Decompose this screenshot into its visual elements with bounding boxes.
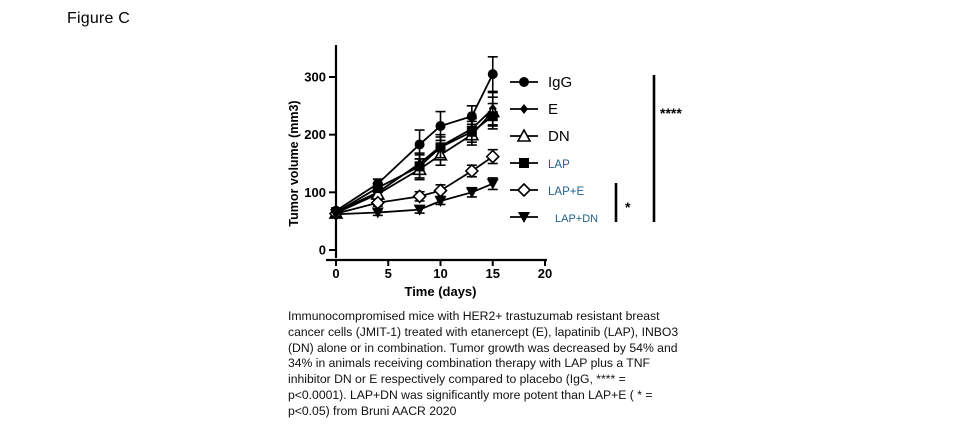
legend-marker-lap-e	[516, 182, 532, 198]
data-point-lap	[435, 142, 446, 153]
x-axis-label: Time (days)	[404, 284, 476, 299]
legend-marker-igg	[519, 77, 529, 87]
legend-label-lap: LAP	[548, 159, 570, 171]
y-tick-label: 0	[319, 243, 326, 258]
data-point-igg	[414, 139, 425, 150]
x-tick-label: 5	[385, 266, 392, 281]
data-point-lap-e	[464, 163, 479, 179]
x-tick-label: 20	[538, 266, 552, 281]
caption-line: cancer cells (JMIT-1) treated with etane…	[288, 324, 679, 339]
legend-marker-lap-dn	[518, 212, 530, 223]
caption-line: p<0.05) from Bruni AACR 2020	[288, 403, 457, 418]
legend-label-e: E	[548, 101, 558, 118]
data-point-lap-dn	[371, 207, 384, 219]
data-point-lap	[372, 182, 383, 193]
data-point-lap	[414, 161, 425, 172]
data-point-lap-dn	[413, 204, 426, 216]
data-point-igg	[435, 121, 446, 132]
legend-label-lap-dn: LAP+DN	[555, 213, 598, 225]
caption-line: p<0.0001). LAP+DN was significantly more…	[288, 387, 653, 402]
data-point-lap-e	[485, 149, 500, 164]
series-line-e	[335, 108, 494, 213]
data-point-lap-dn	[330, 209, 342, 221]
significance-label: ****	[660, 105, 682, 121]
data-point-igg	[487, 69, 498, 80]
legend-marker-lap	[519, 158, 529, 168]
legend-label-dn: DN	[548, 128, 570, 145]
y-tick-label: 100	[304, 185, 326, 200]
data-point-lap-dn	[434, 195, 447, 207]
figure-label: Figure C	[67, 10, 130, 27]
y-tick-label: 200	[304, 127, 326, 142]
caption-line: Immunocompromised mice with HER2+ trastu…	[288, 309, 660, 323]
x-tick-label: 15	[486, 266, 500, 281]
figure-caption: Immunocompromised mice with HER2+ trastu…	[288, 309, 720, 420]
data-point-lap-e	[412, 189, 427, 204]
legend-marker-dn	[516, 128, 532, 142]
x-tick-label: 0	[332, 266, 339, 281]
y-tick-label: 300	[304, 70, 326, 85]
legend-label-lap-e: LAP+E	[548, 186, 584, 198]
legend-label-igg: IgG	[548, 74, 572, 91]
significance-label: *	[625, 199, 631, 215]
data-point-lap	[487, 111, 498, 122]
caption-line: 34% in animals receiving combination the…	[288, 356, 650, 371]
x-tick-label: 10	[433, 266, 447, 281]
caption-line: (DN) alone or in combination. Tumor grow…	[288, 340, 678, 355]
legend-marker-e	[520, 104, 528, 114]
caption-line: inhibitor DN or E respectively compared …	[288, 372, 626, 387]
series-line-igg	[335, 73, 494, 212]
data-point-lap-dn	[486, 178, 499, 190]
data-point-lap-e	[433, 183, 448, 198]
data-point-lap-dn	[465, 187, 478, 199]
data-point-lap	[466, 126, 477, 137]
y-axis-label: Tumor volume (mm3)	[287, 100, 301, 226]
